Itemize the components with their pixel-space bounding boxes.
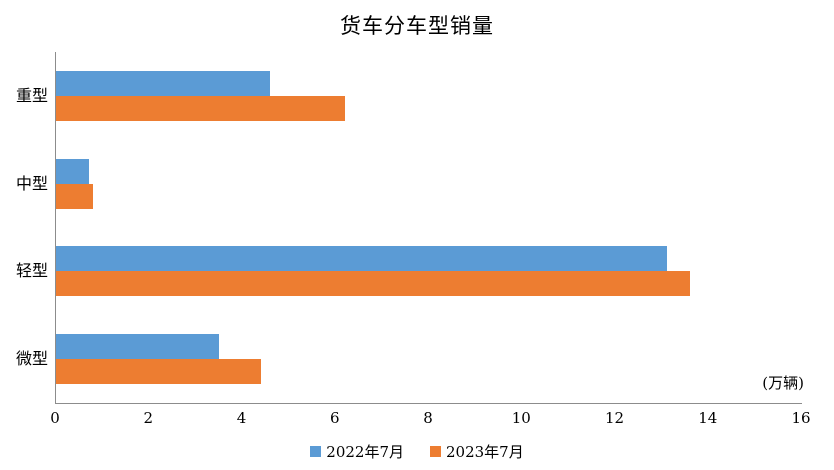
category-label: 中型 xyxy=(15,173,48,193)
legend-item: 2023年7月 xyxy=(430,441,524,462)
bar xyxy=(56,158,89,184)
x-tick-label: 16 xyxy=(791,409,811,427)
category-label: 微型 xyxy=(15,349,48,369)
x-tick-label: 12 xyxy=(604,409,625,427)
category-label: 重型 xyxy=(15,85,48,105)
legend-label: 2023年7月 xyxy=(446,443,524,461)
x-tick-label: 8 xyxy=(423,409,433,427)
plot-area xyxy=(55,52,802,404)
legend-label: 2022年7月 xyxy=(326,443,404,461)
x-tick-label: 14 xyxy=(698,409,718,427)
bar xyxy=(56,359,262,385)
legend-marker xyxy=(430,446,441,457)
legend-item: 2022年7月 xyxy=(310,441,404,462)
x-tick-label: 2 xyxy=(143,409,154,427)
bar xyxy=(56,183,94,209)
bar xyxy=(56,334,220,360)
category-label: 轻型 xyxy=(15,261,48,281)
legend: 2022年7月 2023年7月 xyxy=(0,441,834,462)
bar xyxy=(56,70,271,96)
bar xyxy=(56,246,667,272)
axis-unit-label: (万辆) xyxy=(762,374,804,392)
x-tick-label: 6 xyxy=(329,409,340,427)
x-tick-label: 10 xyxy=(511,409,531,427)
legend-marker xyxy=(310,446,322,457)
bar xyxy=(56,95,346,121)
chart-title: 货车分车型销量 xyxy=(340,14,494,38)
x-tick-label: 4 xyxy=(236,409,247,427)
bar xyxy=(56,271,691,297)
x-tick-label: 0 xyxy=(50,409,60,427)
